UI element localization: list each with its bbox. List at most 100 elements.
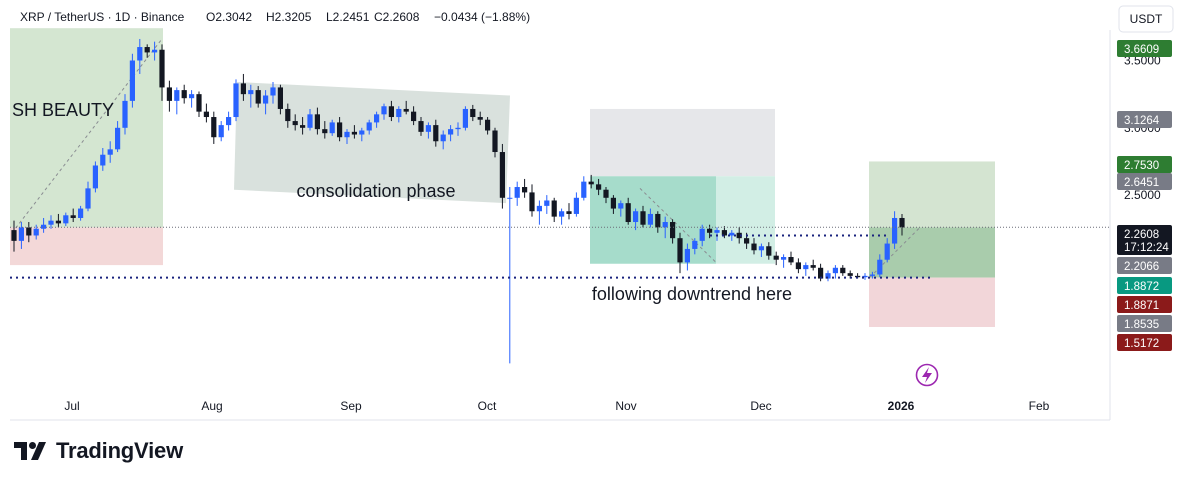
candle-body: [174, 90, 180, 101]
candle: [33, 224, 39, 240]
candle: [263, 90, 269, 115]
candle: [233, 79, 239, 122]
candle: [48, 215, 54, 229]
candle: [514, 181, 520, 206]
candle: [684, 243, 690, 271]
currency-button-frame[interactable]: [1118, 5, 1174, 33]
candle: [359, 127, 365, 142]
candle: [529, 184, 535, 217]
candle-body: [11, 230, 17, 241]
candle: [573, 192, 579, 217]
candle-body: [240, 83, 246, 95]
currency-button-label[interactable]: USDT: [1130, 12, 1163, 26]
price-label: 2.6451: [1117, 173, 1172, 190]
candle: [862, 273, 868, 280]
candle-body: [285, 108, 291, 122]
candle: [300, 117, 306, 135]
candle-body: [425, 125, 431, 132]
candle-body: [892, 217, 898, 244]
candle-body: [55, 220, 61, 224]
candle-body: [662, 222, 668, 228]
candle: [810, 259, 816, 271]
candle: [462, 106, 468, 131]
candle-body: [840, 267, 846, 274]
candle: [477, 111, 483, 126]
candle: [559, 208, 565, 225]
candle-body: [640, 211, 646, 225]
legend-symbol: XRP / TetherUS · 1D · Binance: [20, 10, 185, 24]
annotation-downtrend: following downtrend here: [592, 284, 792, 304]
candle: [736, 227, 742, 244]
candle: [41, 217, 47, 233]
candle: [277, 84, 283, 115]
candle-body: [448, 129, 454, 135]
candle-body: [26, 227, 32, 236]
candle-body: [78, 208, 84, 218]
tradingview-logo-icon: [14, 442, 46, 460]
candle: [544, 195, 550, 214]
candle-body: [440, 134, 446, 142]
candle-body: [884, 243, 890, 260]
candle-body: [670, 222, 676, 239]
candle-body: [536, 205, 542, 212]
candle-body: [803, 265, 809, 270]
candle-body: [218, 125, 224, 138]
candle: [344, 129, 350, 144]
candle: [322, 121, 328, 139]
candle-body: [462, 108, 468, 128]
candle: [655, 211, 661, 233]
candle: [248, 84, 254, 108]
candle: [411, 106, 417, 126]
price-label-bg: [1117, 257, 1172, 274]
candle: [699, 224, 705, 247]
time-tick-label: Oct: [478, 399, 497, 413]
candle-body: [499, 152, 505, 198]
candle-body: [248, 90, 254, 95]
candle-body: [507, 197, 513, 199]
candle-body: [714, 230, 720, 233]
candle-body: [18, 227, 24, 241]
candle: [366, 119, 372, 135]
candle: [840, 265, 846, 276]
candle-body: [41, 224, 47, 229]
candle-body: [337, 122, 343, 138]
time-tick-label: Dec: [750, 399, 771, 413]
candle-body: [366, 122, 372, 131]
candle-body: [181, 90, 187, 99]
candle-body: [699, 228, 705, 241]
lightning-icon[interactable]: [915, 363, 939, 387]
candle: [137, 38, 143, 74]
candle-body: [832, 267, 838, 274]
price-label-value: 2.2066: [1124, 261, 1159, 273]
candle-body: [403, 108, 409, 112]
annotation-zones: [10, 28, 995, 328]
candle: [551, 197, 557, 223]
candle: [832, 265, 838, 279]
price-label-value: 1.8871: [1124, 300, 1159, 312]
zone-gray-target: [590, 108, 775, 177]
candle-body: [514, 187, 520, 198]
candle-body: [307, 114, 313, 128]
candle-body: [263, 95, 269, 104]
price-label: 1.5172: [1117, 334, 1172, 351]
currency-button[interactable]: USDT: [1118, 5, 1174, 33]
candle-body: [329, 122, 335, 134]
candle: [633, 208, 639, 231]
candle: [618, 200, 624, 217]
candle: [144, 44, 150, 58]
brand-logo[interactable]: TradingView: [12, 438, 183, 464]
candle-body: [381, 106, 387, 115]
candle-body: [137, 47, 143, 61]
candle-body: [522, 187, 528, 193]
candle: [758, 243, 764, 258]
candle-body: [544, 200, 550, 206]
candle: [625, 197, 631, 225]
candle: [55, 213, 61, 228]
candle-body: [559, 211, 565, 217]
candle: [122, 94, 128, 135]
candle: [884, 238, 890, 263]
time-axis: Jul Aug Sep Oct Nov Dec 2026 Feb: [64, 399, 1049, 413]
candle: [292, 114, 298, 131]
candle-body: [492, 130, 498, 153]
